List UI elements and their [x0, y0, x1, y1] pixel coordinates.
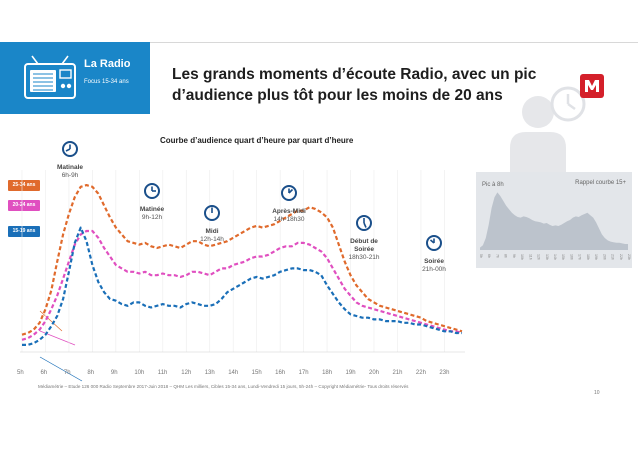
chart-title: Courbe d’audience quart d’heure par quar… [160, 136, 354, 145]
x-tick-label: 6h [40, 370, 48, 376]
moment-debut-soiree: Début de Soirée 18h30-21h [342, 214, 386, 262]
inset-area [480, 192, 628, 250]
inset-x-tick: 13h [545, 254, 549, 260]
moment-hours: 6h-9h [61, 172, 79, 179]
x-tick-label: 17h [298, 370, 309, 376]
moment-label: Midi [205, 228, 219, 235]
moment-label: Début de Soirée [350, 238, 378, 253]
moment-label: Après-Midi [272, 208, 306, 215]
x-tick-label: 7h [63, 370, 71, 376]
page-number: 10 [594, 390, 600, 396]
moment-matinee: Matinée 9h-12h [130, 182, 174, 222]
inset-x-tick: 19h [594, 254, 598, 260]
x-tick-label: 21h [392, 370, 403, 376]
moment-hours: 21h-00h [422, 266, 446, 273]
x-tick-label: 22h [415, 370, 426, 376]
inset-x-tick: 18h [586, 254, 590, 260]
audience-line-chart [20, 170, 465, 382]
inset-x-tick: 9h [512, 254, 516, 258]
legend-20-24: 20-24 ans [8, 200, 40, 211]
inset-x-tick: 11h [528, 254, 532, 260]
inset-15plus-panel: Pic à 8h Rappel courbe 15+ 5h 6h 7h 8h 9h 10h… [476, 172, 632, 268]
inset-x-tick: 23h [627, 254, 631, 260]
x-tick-label: 23h [439, 370, 450, 376]
moment-midi: Midi 12h-14h [192, 204, 232, 244]
moment-label: Matinale [56, 164, 83, 171]
moment-hours: 18h30-21h [348, 254, 380, 261]
moment-hours: 9h-12h [141, 214, 163, 221]
x-tick-label: 13h [204, 370, 215, 376]
inset-x-tick: 21h [611, 254, 615, 260]
footnote: Médiamétrie – Etude 126 000 Radio Septem… [38, 384, 409, 389]
clock-icon [144, 183, 160, 199]
moment-hours: 12h-14h [200, 236, 224, 243]
inset-x-tick: 6h [487, 254, 491, 258]
inset-x-tick: 17h [578, 254, 582, 260]
moment-matinale: Matinale 6h-9h [50, 140, 90, 180]
x-tick-label: 18h [322, 370, 333, 376]
series-line-20-24-ans [21, 229, 463, 341]
series-line-25-34-ans [21, 183, 463, 336]
x-tick-label: 11h [157, 370, 168, 376]
x-tick-label: 15h [251, 370, 262, 376]
x-tick-label: 16h [275, 370, 286, 376]
moment-hours: 14h-18h30 [273, 216, 305, 223]
page-title: Les grands moments d’écoute Radio, avec … [172, 66, 537, 104]
inset-area-chart: 5h 6h 7h 8h 9h 10h 11h 12h 13h 14h 15h 16h 17h 18h 19h… [479, 192, 631, 260]
inset-x-tick: 5h [479, 254, 483, 258]
x-tick-label: 8h [87, 370, 95, 376]
inset-x-tick: 22h [619, 254, 623, 260]
inset-recall-label: Rappel courbe 15+ [575, 180, 626, 186]
x-tick-label: 20h [369, 370, 380, 376]
clock-icon [281, 185, 297, 201]
legend-25-34: 25-34 ans [8, 180, 40, 191]
inset-x-tick: 12h [537, 254, 541, 260]
inset-x-tick: 10h [520, 254, 524, 260]
moment-apres-midi: Après-Midi 14h-18h30 [264, 184, 314, 224]
x-tick-label: 12h [181, 370, 192, 376]
radio-icon [24, 55, 76, 99]
x-tick-label: 10h [134, 370, 145, 376]
inset-x-tick: 8h [504, 254, 508, 258]
clock-icon [426, 235, 442, 251]
clock-icon [62, 141, 78, 157]
moment-label: Soirée [424, 258, 444, 265]
inset-peak-label: Pic à 8h [482, 182, 504, 188]
clock-icon [356, 215, 372, 231]
legend-15-19: 15-19 ans [8, 226, 40, 237]
x-tick-label: 19h [345, 370, 356, 376]
series-line-15-19-ans [22, 226, 462, 346]
inset-x-tick: 16h [569, 254, 573, 260]
section-subtitle: Focus 15-34 ans [84, 79, 129, 85]
moment-soiree: Soirée 21h-00h [414, 234, 454, 274]
clock-icon [204, 205, 220, 221]
legend-connector-25-34 [39, 310, 63, 332]
inset-x-tick: 14h [553, 254, 557, 260]
inset-x-tick: 7h [495, 254, 499, 258]
inset-x-tick: 20h [602, 254, 606, 260]
inset-x-tick: 15h [561, 254, 565, 260]
mediametrie-logo-icon [580, 74, 604, 98]
x-tick-label: 9h [110, 370, 118, 376]
legend-connector-15-19 [39, 356, 83, 382]
header-divider [150, 42, 638, 43]
x-tick-label: 14h [228, 370, 239, 376]
moment-label: Matinée [139, 206, 165, 213]
section-title: La Radio [84, 58, 131, 70]
x-tick-label: 5h [17, 370, 24, 376]
